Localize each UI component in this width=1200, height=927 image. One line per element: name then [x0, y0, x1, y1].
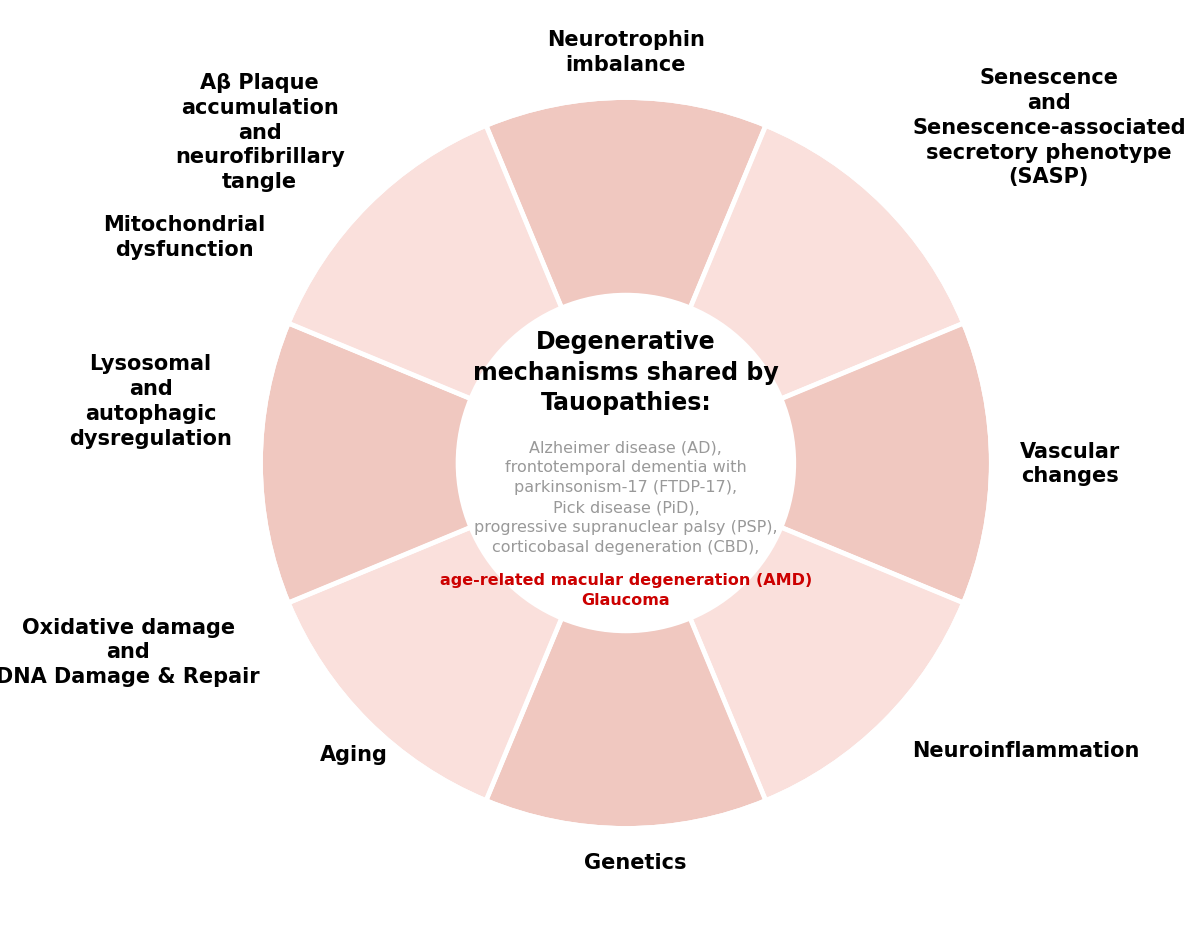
Text: Senescence
and
Senescence-associated
secretory phenotype
(SASP): Senescence and Senescence-associated sec… — [912, 69, 1186, 187]
Text: Lysosomal
and
autophagic
dysregulation: Lysosomal and autophagic dysregulation — [70, 354, 232, 449]
Ellipse shape — [462, 315, 790, 593]
Wedge shape — [690, 527, 964, 801]
Wedge shape — [486, 99, 766, 309]
Text: Neuroinflammation: Neuroinflammation — [912, 740, 1140, 760]
Circle shape — [457, 296, 794, 631]
Text: Mitochondrial
dysfunction: Mitochondrial dysfunction — [103, 215, 265, 260]
Wedge shape — [260, 324, 470, 603]
Text: Oxidative damage
and
DNA Damage & Repair: Oxidative damage and DNA Damage & Repair — [0, 617, 260, 687]
Text: Alzheimer disease (AD),
frontotemporal dementia with
parkinsonism-17 (FTDP-17),
: Alzheimer disease (AD), frontotemporal d… — [474, 440, 778, 554]
Text: Degenerative
mechanisms shared by
Tauopathies:: Degenerative mechanisms shared by Tauopa… — [473, 330, 779, 415]
Text: Genetics: Genetics — [584, 852, 686, 872]
Wedge shape — [486, 618, 766, 828]
Text: Neurotrophin
imbalance: Neurotrophin imbalance — [547, 30, 704, 75]
Text: Aβ Plaque
accumulation
and
neurofibrillary
tangle: Aβ Plaque accumulation and neurofibrilla… — [175, 73, 344, 192]
Wedge shape — [781, 324, 991, 603]
Wedge shape — [288, 527, 562, 801]
Wedge shape — [288, 126, 562, 400]
Wedge shape — [690, 126, 964, 400]
Text: Vascular
changes: Vascular changes — [1020, 441, 1120, 486]
Text: age-related macular degeneration (AMD)
Glaucoma: age-related macular degeneration (AMD) G… — [439, 573, 812, 607]
Text: Aging: Aging — [320, 744, 388, 765]
